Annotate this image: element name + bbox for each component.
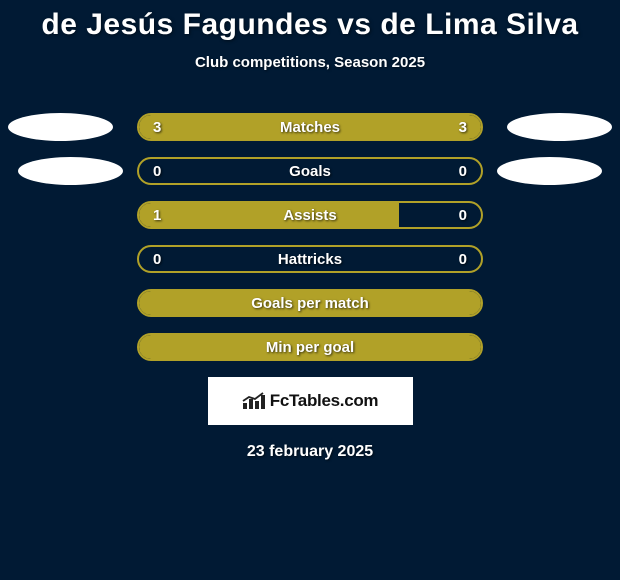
date-label: 23 february 2025 — [0, 443, 620, 461]
stat-bar: Goals per match — [137, 289, 483, 317]
stat-value-right: 0 — [459, 207, 467, 224]
stat-row: 0 0 Hattricks — [0, 245, 620, 273]
player-avatar-right[interactable] — [497, 157, 602, 185]
comparison-widget: de Jesús Fagundes vs de Lima Silva Club … — [0, 0, 620, 461]
logo-text: FcTables.com — [270, 391, 379, 411]
stat-value-right: 0 — [459, 251, 467, 268]
stat-label: Min per goal — [266, 339, 354, 356]
stat-label: Goals — [289, 163, 331, 180]
stat-value-left: 1 — [153, 207, 161, 224]
stat-label: Goals per match — [251, 295, 369, 312]
fctables-logo[interactable]: FcTables.com — [208, 377, 413, 425]
stat-bar: 1 0 Assists — [137, 201, 483, 229]
stat-value-right: 0 — [459, 163, 467, 180]
stat-bar: Min per goal — [137, 333, 483, 361]
stat-bar: 0 0 Goals — [137, 157, 483, 185]
stat-row: 1 0 Assists — [0, 201, 620, 229]
player-avatar-right[interactable] — [507, 113, 612, 141]
stat-label: Matches — [280, 119, 340, 136]
page-title: de Jesús Fagundes vs de Lima Silva — [0, 8, 620, 42]
chart-icon — [242, 392, 266, 410]
stat-value-left: 0 — [153, 251, 161, 268]
stat-value-left: 0 — [153, 163, 161, 180]
stat-row: 3 3 Matches — [0, 113, 620, 141]
stat-value-left: 3 — [153, 119, 161, 136]
stat-row: Goals per match — [0, 289, 620, 317]
player-avatar-left[interactable] — [8, 113, 113, 141]
stat-value-right: 3 — [459, 119, 467, 136]
stat-bar: 0 0 Hattricks — [137, 245, 483, 273]
player-avatar-left[interactable] — [18, 157, 123, 185]
subtitle: Club competitions, Season 2025 — [0, 54, 620, 71]
stat-label: Assists — [283, 207, 336, 224]
stat-label: Hattricks — [278, 251, 342, 268]
stat-fill-left — [139, 203, 399, 227]
stats-area: 3 3 Matches 0 0 Goals 1 0 Assists 0 0 Hattricks Goal… — [0, 113, 620, 361]
stat-row: Min per goal — [0, 333, 620, 361]
stat-bar: 3 3 Matches — [137, 113, 483, 141]
stat-row: 0 0 Goals — [0, 157, 620, 185]
